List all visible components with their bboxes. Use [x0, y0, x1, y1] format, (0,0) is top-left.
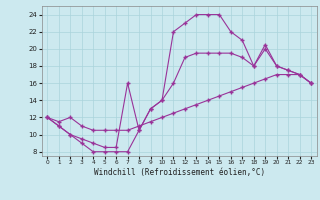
X-axis label: Windchill (Refroidissement éolien,°C): Windchill (Refroidissement éolien,°C)	[94, 168, 265, 177]
